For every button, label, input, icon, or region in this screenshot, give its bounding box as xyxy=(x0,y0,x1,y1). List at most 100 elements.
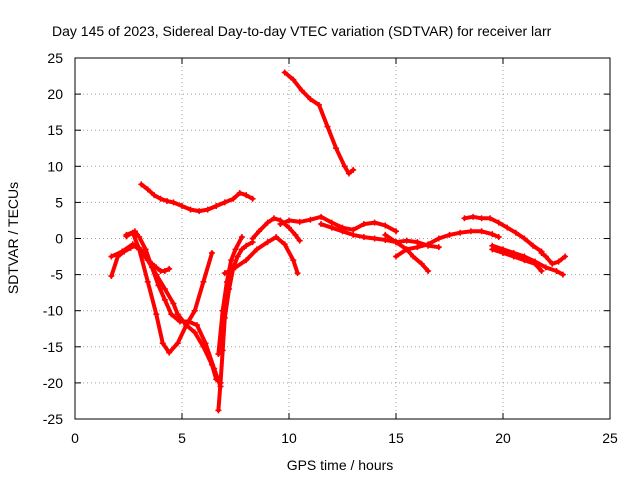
data-point xyxy=(174,340,181,347)
data-point xyxy=(414,244,421,251)
x-tick-label: 10 xyxy=(281,430,297,446)
data-point xyxy=(290,76,297,83)
x-tick-label: 25 xyxy=(602,430,618,446)
data-point xyxy=(296,237,303,244)
x-tick-label: 15 xyxy=(388,430,404,446)
data-point xyxy=(435,244,442,251)
data-point xyxy=(549,260,556,267)
data-point xyxy=(418,260,425,267)
data-point xyxy=(553,267,560,274)
data-point xyxy=(435,235,442,242)
data-point xyxy=(108,273,115,280)
data-point xyxy=(166,265,173,272)
data-point xyxy=(307,96,314,103)
data-point xyxy=(155,282,162,289)
data-point xyxy=(425,267,432,274)
y-tick-label: -15 xyxy=(43,339,63,355)
data-point xyxy=(403,246,410,253)
data-point xyxy=(559,271,566,278)
data-point xyxy=(191,329,198,336)
data-point xyxy=(538,267,545,274)
data-point xyxy=(393,239,399,246)
y-tick-label: -10 xyxy=(43,303,63,319)
data-point xyxy=(223,278,230,285)
series-arc-9 xyxy=(249,215,303,244)
data-point xyxy=(131,228,138,235)
data-point xyxy=(500,249,506,256)
data-point xyxy=(243,242,250,249)
data-point xyxy=(215,407,222,414)
data-point xyxy=(538,249,545,256)
series-arc-11 xyxy=(277,213,399,235)
data-point xyxy=(393,253,399,260)
series-line xyxy=(139,182,255,214)
data-point xyxy=(221,199,228,206)
data-point xyxy=(119,248,126,255)
data-point xyxy=(446,231,453,238)
data-point xyxy=(159,340,166,347)
data-point xyxy=(144,278,151,285)
data-point xyxy=(264,219,271,226)
data-point xyxy=(371,219,378,226)
y-axis-title: SDTVAR / TECUs xyxy=(5,182,21,294)
data-point xyxy=(296,218,303,225)
y-tick-label: 10 xyxy=(47,158,63,174)
data-point xyxy=(318,221,325,228)
data-point xyxy=(324,123,331,130)
series-line xyxy=(124,229,223,389)
x-axis-title: GPS time / hours xyxy=(287,457,394,473)
data-point xyxy=(286,217,292,224)
data-point xyxy=(512,229,519,236)
data-point xyxy=(521,257,528,264)
data-point xyxy=(230,195,237,202)
series-arc-12 xyxy=(318,221,442,251)
data-point xyxy=(129,241,136,248)
data-point xyxy=(487,215,494,222)
x-tick-label: 20 xyxy=(495,430,511,446)
data-point xyxy=(176,318,183,325)
data-point xyxy=(286,224,292,231)
data-point xyxy=(238,246,245,253)
chart-title: Day 145 of 2023, Sidereal Day-to-day VTE… xyxy=(52,23,552,39)
grid-layer xyxy=(75,58,610,419)
data-point xyxy=(532,260,539,267)
data-point xyxy=(211,365,218,372)
data-point xyxy=(191,307,198,314)
data-point xyxy=(350,226,357,233)
data-point xyxy=(243,257,250,264)
data-point xyxy=(478,228,485,235)
series-arc-15 xyxy=(461,213,545,255)
data-point xyxy=(292,231,299,238)
data-point xyxy=(277,221,284,228)
data-point xyxy=(142,246,149,253)
data-point xyxy=(350,231,357,238)
data-point xyxy=(328,219,335,226)
data-point xyxy=(339,228,346,235)
series-line xyxy=(109,242,219,382)
data-point xyxy=(166,349,173,356)
data-point xyxy=(555,258,562,265)
data-point xyxy=(108,253,115,260)
data-point xyxy=(333,145,340,152)
data-point xyxy=(489,246,496,253)
data-point xyxy=(290,257,297,264)
data-point xyxy=(202,340,209,347)
y-tick-label: 0 xyxy=(55,231,63,247)
data-point xyxy=(208,249,215,256)
data-point xyxy=(542,264,549,271)
series-arc-18 xyxy=(538,249,569,267)
data-point xyxy=(138,181,145,188)
series-arc-8 xyxy=(221,234,301,277)
data-point xyxy=(350,166,357,173)
data-point xyxy=(461,215,468,222)
data-point xyxy=(360,221,367,228)
data-point xyxy=(204,206,211,213)
data-point xyxy=(294,270,301,277)
y-tick-label: 20 xyxy=(47,86,63,102)
data-point xyxy=(410,253,417,260)
data-point xyxy=(529,242,536,249)
data-point xyxy=(161,267,168,274)
data-point xyxy=(249,195,256,202)
series-arc-17 xyxy=(489,246,545,274)
data-point xyxy=(315,101,322,108)
